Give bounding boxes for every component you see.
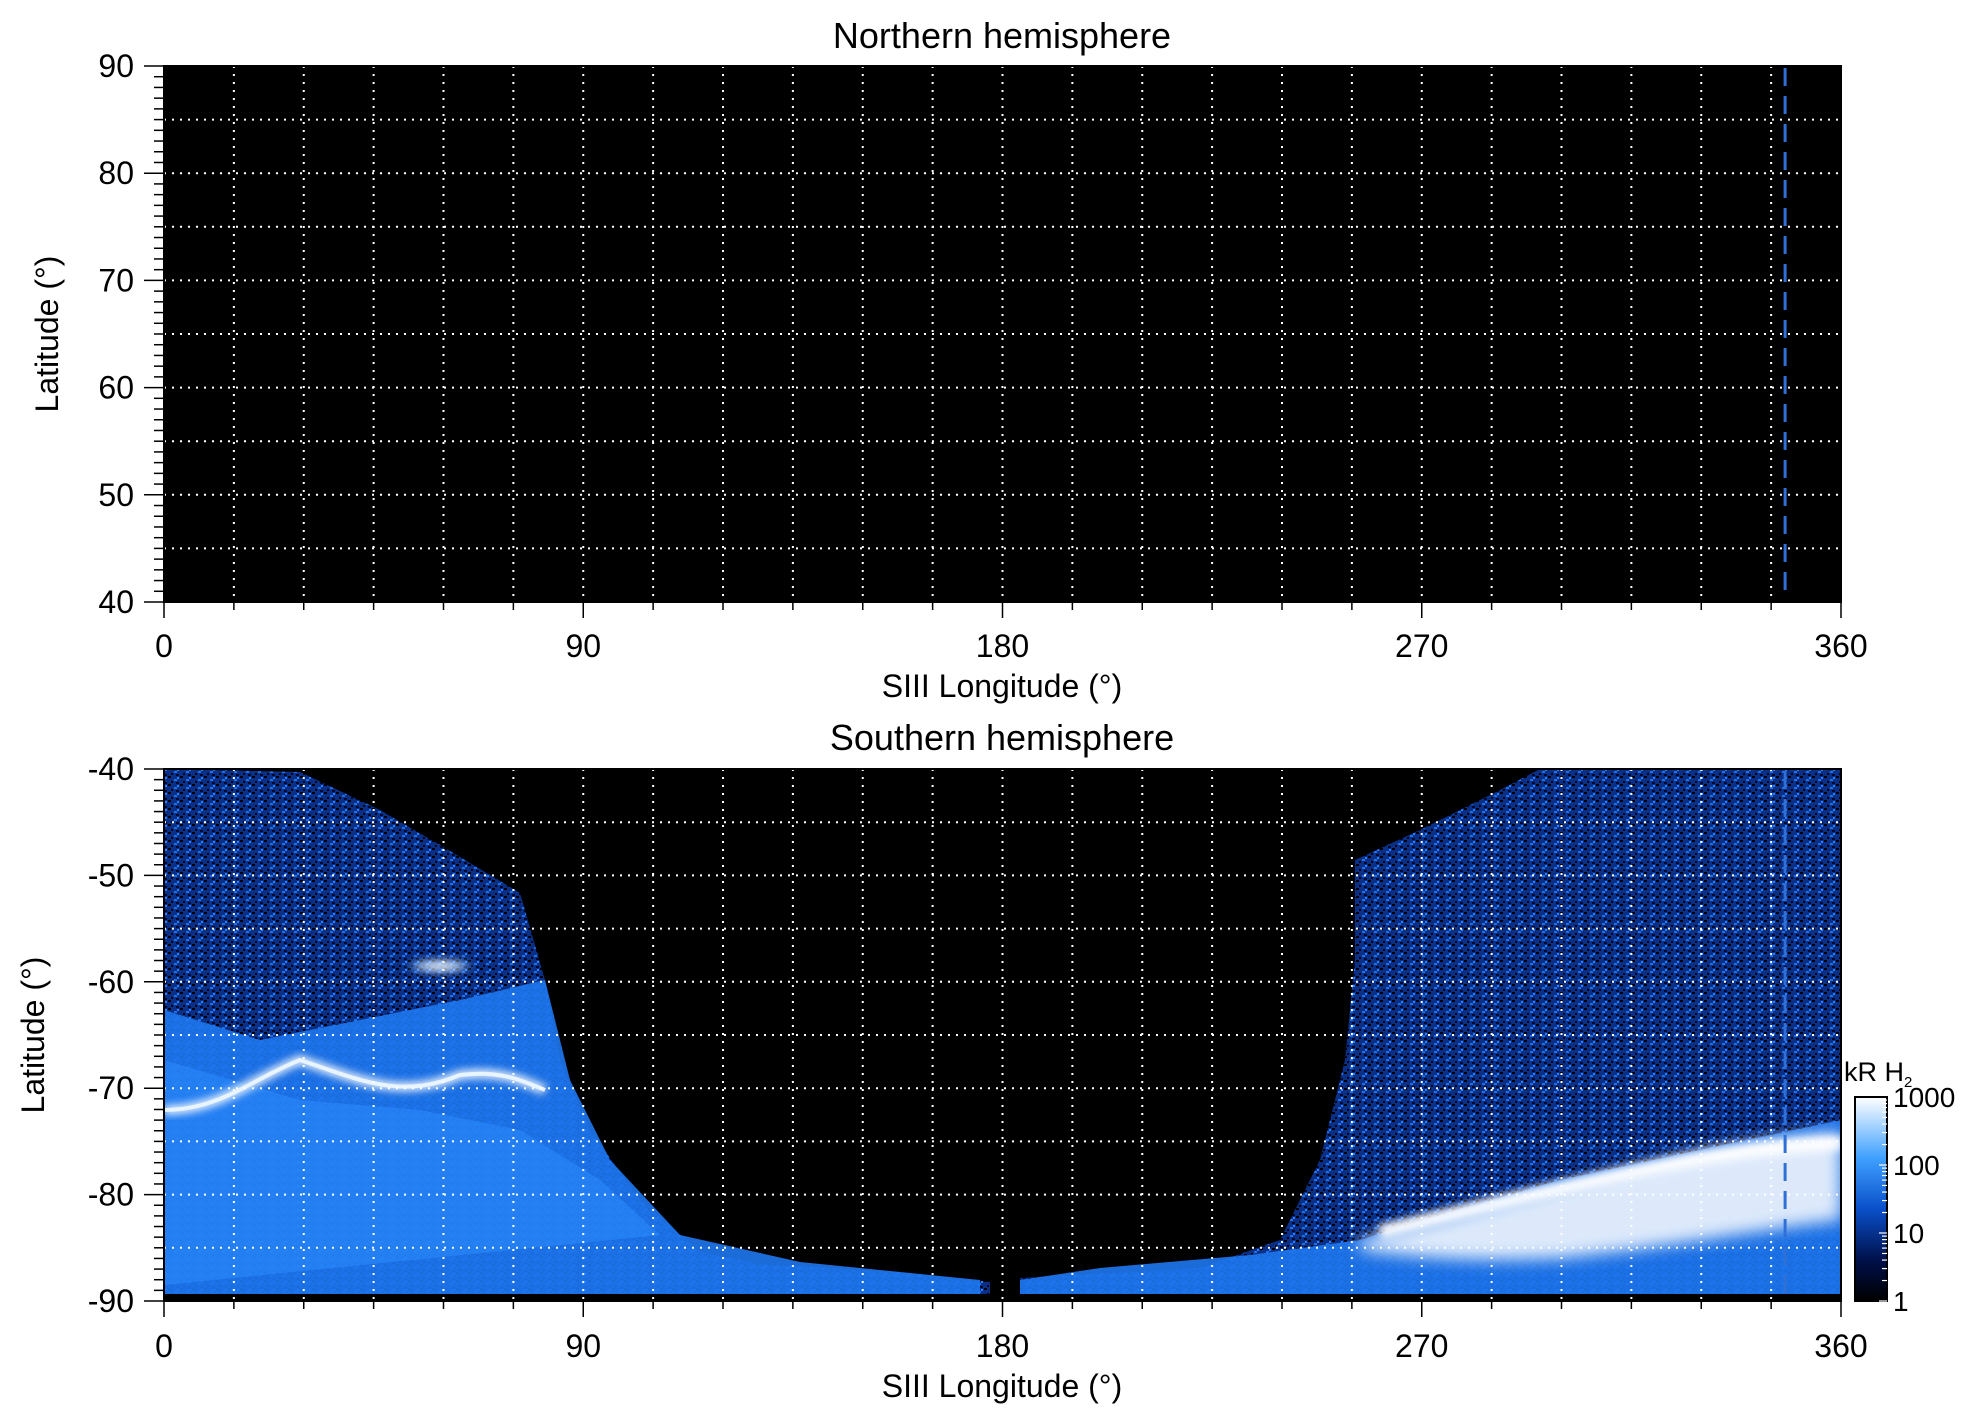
colorbar-gradient <box>1854 1096 1888 1302</box>
south-xtick-label: 90 <box>565 1328 601 1364</box>
north-ytick-label: 90 <box>98 48 134 84</box>
north-title: Northern hemisphere <box>833 15 1171 56</box>
south-ytick-label: -50 <box>88 857 134 893</box>
colorbar-tick-label: 1000 <box>1893 1082 1955 1113</box>
colorbar-tick-label: 10 <box>1893 1218 1924 1249</box>
colorbar-label-subscript: 2 <box>1904 1074 1912 1091</box>
colorbar-tick-label: 1 <box>1893 1286 1909 1317</box>
south-ytick-label: -90 <box>88 1283 134 1319</box>
south-xtick-label: 360 <box>1814 1328 1867 1364</box>
colorbar-tick-label: 100 <box>1893 1150 1940 1181</box>
south-grid <box>164 769 1841 1301</box>
north-x-axis: 0 90 180 270 360 <box>155 602 1868 664</box>
north-ytick-label: 50 <box>98 477 134 513</box>
south-y-axis: -90 -80 -70 -60 -50 -40 <box>88 751 164 1319</box>
north-ylabel: Latitude (°) <box>29 256 65 413</box>
north-y-axis: 40 50 60 70 80 90 <box>98 48 164 620</box>
north-xtick-label: 90 <box>565 628 601 664</box>
south-emission-left-mid <box>164 1060 660 1285</box>
south-ytick-label: -60 <box>88 964 134 1000</box>
south-xtick-label: 270 <box>1395 1328 1448 1364</box>
south-x-axis: 0 90 180 270 360 <box>155 1301 1868 1364</box>
north-xtick-label: 360 <box>1814 628 1867 664</box>
south-oval-left-core <box>164 1057 546 1112</box>
colorbar: kR H2 1 10 100 1000 <box>1844 1057 1955 1317</box>
north-grid <box>164 66 1841 602</box>
south-xtick-label: 180 <box>976 1328 1029 1364</box>
colorbar-label: kR H2 <box>1844 1057 1912 1091</box>
south-xtick-label: 0 <box>155 1328 173 1364</box>
north-ytick-label: 80 <box>98 155 134 191</box>
south-ytick-label: -40 <box>88 751 134 787</box>
north-panel: Northern hemisphere 40 50 60 70 80 90 0 90 180 2… <box>29 15 1868 704</box>
south-emission-map <box>164 769 1841 1301</box>
north-xlabel: SIII Longitude (°) <box>882 668 1122 704</box>
colorbar-label-text: kR H <box>1844 1057 1904 1087</box>
north-ytick-label: 70 <box>98 262 134 298</box>
south-xlabel: SIII Longitude (°) <box>882 1368 1122 1404</box>
north-xtick-label: 270 <box>1395 628 1448 664</box>
north-ytick-label: 40 <box>98 584 134 620</box>
south-oval-right-glow <box>1360 1132 1841 1260</box>
south-ytick-label: -80 <box>88 1177 134 1213</box>
colorbar-ticks: 1 10 100 1000 <box>1879 1082 1955 1317</box>
south-spot-left <box>404 958 476 974</box>
north-xtick-label: 180 <box>976 628 1029 664</box>
south-panel: Southern hemisphere -90 -80 -70 -60 -50 -40 0… <box>15 717 1955 1404</box>
south-ytick-label: -70 <box>88 1070 134 1106</box>
north-ytick-label: 60 <box>98 370 134 406</box>
north-xtick-label: 0 <box>155 628 173 664</box>
south-title: Southern hemisphere <box>830 717 1174 758</box>
south-oval-right-core <box>1378 1136 1841 1239</box>
south-ylabel: Latitude (°) <box>15 957 51 1114</box>
